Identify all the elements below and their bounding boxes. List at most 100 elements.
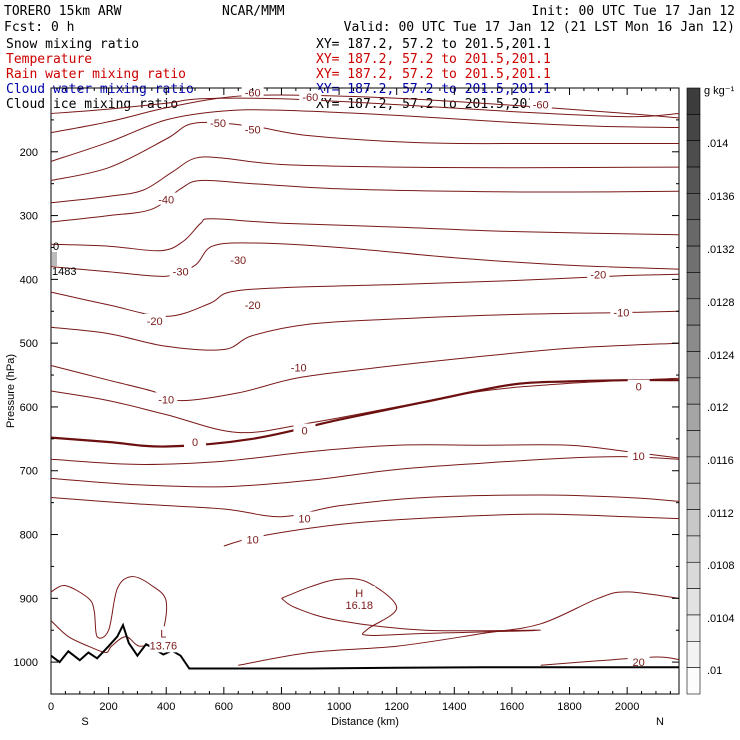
contour-label: -60 xyxy=(302,92,318,104)
colorbar-box xyxy=(686,614,701,642)
contour-label: -10 xyxy=(291,362,307,374)
contour-line xyxy=(50,378,680,448)
contour-line xyxy=(50,156,680,204)
field-xy-snow: XY= 187.2, 57.2 to 201.5,201.1 xyxy=(316,37,551,52)
contour-label: -60 xyxy=(245,87,261,99)
colorbar-label: .0112 xyxy=(707,508,734,520)
x-tick-label: 0 xyxy=(48,701,54,713)
valid-time: Valid: 00 UTC Tue 17 Jan 12 (21 LST Mon … xyxy=(344,20,735,35)
direction-south: S xyxy=(81,716,88,728)
side-marker xyxy=(52,252,57,266)
colorbar-box xyxy=(686,272,701,300)
contour-label-bg xyxy=(155,392,178,405)
colorbar-label: .0128 xyxy=(707,297,735,309)
contour-line xyxy=(50,377,680,434)
field-name-cloud-ice: Cloud ice mixing ratio xyxy=(6,97,178,112)
contour-label: 10 xyxy=(247,535,259,547)
contour-line xyxy=(281,578,542,636)
colorbar-box xyxy=(686,298,701,326)
x-axis-label: Distance (km) xyxy=(331,716,399,728)
colorbar-box xyxy=(686,114,701,141)
y-tick-label: 800 xyxy=(20,530,38,542)
field-xy-temperature: XY= 187.2, 57.2 to 201.5,201.1 xyxy=(316,52,551,67)
colorbar-label: .0132 xyxy=(707,244,735,256)
x-tick-label: 1600 xyxy=(500,701,524,713)
contour-line xyxy=(540,656,680,666)
contour-label: -10 xyxy=(613,308,629,320)
x-tick-label: 1000 xyxy=(327,701,351,713)
colorbar-box xyxy=(686,561,701,589)
contour-label: -20 xyxy=(590,269,606,281)
contour-label: 0 xyxy=(192,437,198,449)
y-tick-label: 200 xyxy=(20,147,38,159)
contour-line xyxy=(50,576,168,654)
colorbar-box xyxy=(686,377,701,405)
contour-label-bg xyxy=(610,305,633,318)
x-tick-label: 2000 xyxy=(615,701,639,713)
contour-label: 20 xyxy=(633,657,645,669)
contour-line xyxy=(50,494,680,518)
contour-label-bg xyxy=(227,253,250,266)
colorbar-label: .0108 xyxy=(707,560,735,572)
x-tick-label: 400 xyxy=(157,701,175,713)
annotation-bg xyxy=(149,626,180,653)
colorbar-label: .0124 xyxy=(707,350,735,362)
side-label-value: 1483 xyxy=(52,266,76,278)
colorbar-box xyxy=(686,87,701,115)
contour-line xyxy=(50,218,680,252)
colorbar-box xyxy=(686,456,701,484)
annotation-layer: L13.76 H16.18 xyxy=(149,586,376,653)
contour-line xyxy=(50,242,680,277)
colorbar-box xyxy=(686,245,701,273)
annotation-symbol: L xyxy=(160,628,166,640)
contour-label-bg xyxy=(184,435,207,448)
colorbar-box xyxy=(686,667,701,695)
field-xy-rain: XY= 187.2, 57.2 to 201.5,201.1 xyxy=(316,67,551,82)
colorbar-box xyxy=(686,482,701,510)
model-title: TORERO 15km ARW xyxy=(4,4,122,19)
colorbar-box xyxy=(686,430,701,458)
colorbar-box xyxy=(686,351,701,379)
y-tick-label: 400 xyxy=(20,274,38,286)
contour-line xyxy=(50,444,680,465)
contour-label: 0 xyxy=(301,426,307,438)
contour-label-bg xyxy=(627,449,650,462)
x-tick-label: 200 xyxy=(99,701,117,713)
contour-label: -10 xyxy=(158,394,174,406)
contour-line xyxy=(50,179,680,223)
center-title: NCAR/MMM xyxy=(222,4,285,19)
y-tick-label: 1000 xyxy=(14,657,38,669)
contour-line xyxy=(50,342,680,402)
contour-label: -30 xyxy=(173,267,189,279)
colorbar-label: .01 xyxy=(707,665,722,677)
contour-label: -60 xyxy=(533,100,549,112)
contour-label-bg xyxy=(241,85,264,98)
contour-label-bg xyxy=(627,655,650,668)
y-tick-label: 900 xyxy=(20,593,38,605)
field-name-snow: Snow mixing ratio xyxy=(6,37,139,52)
contour-line xyxy=(50,121,680,181)
field-name-rain: Rain water mixing ratio xyxy=(6,67,186,82)
y-tick-label: 300 xyxy=(20,211,38,223)
contour-label-bg xyxy=(627,379,650,392)
contour-line xyxy=(50,456,680,488)
colorbar-box xyxy=(686,535,701,563)
contour-label: -40 xyxy=(158,195,174,207)
x-tick-label: 600 xyxy=(215,701,233,713)
direction-north: N xyxy=(656,716,664,728)
contour-line xyxy=(50,109,680,162)
contour-label-bg xyxy=(587,267,610,280)
contour-line xyxy=(50,273,680,317)
y-axis-label: Pressure (hPa) xyxy=(5,354,17,428)
contour-label-bg xyxy=(299,89,322,102)
contour-label-bg xyxy=(169,264,192,277)
contour-label: 0 xyxy=(636,382,642,394)
colorbar-label: .012 xyxy=(707,402,728,414)
contour-label-bg xyxy=(293,423,316,436)
colorbar-box xyxy=(686,193,701,221)
field-xy-cloud-water: XY= 187.2, 57.2 to 201.5,201.1 xyxy=(316,82,551,97)
contour-label-bg xyxy=(241,297,264,310)
contour-layer: -60 -60 -60 -50 -50 -40 -30 -30 -20 -20 -20 -10 -10 -… xyxy=(50,85,680,669)
y-tick-label: 600 xyxy=(20,402,38,414)
